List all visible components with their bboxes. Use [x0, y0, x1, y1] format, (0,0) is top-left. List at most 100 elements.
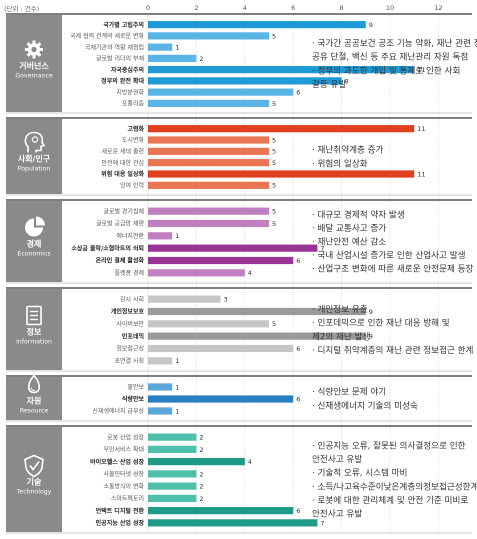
category-name: 거버넌스: [19, 61, 49, 71]
bar: [148, 519, 318, 527]
section-technology: 기술 Technology 로봇 산업 성장 2 무인서비스 확대 2 바이오헬스 산업 성…: [6, 425, 477, 534]
bar-label: 정보접근성: [116, 345, 144, 353]
category-name-en: Economics: [17, 251, 50, 258]
bar-label: 에너지전환: [116, 232, 144, 240]
bar: [148, 147, 269, 155]
category-name: 자원: [27, 396, 42, 406]
bar: [148, 395, 294, 403]
x-axis: 0 2 4 6 8 10 12: [146, 4, 443, 12]
note-line: · 신재생에너지 기술의 미성숙: [312, 400, 418, 411]
bar-label: 플랫폼 경제: [114, 269, 144, 277]
bar: [148, 232, 173, 240]
bar-value-label: 5: [272, 159, 276, 167]
category-name-en: Population: [18, 166, 51, 173]
bar-value-label: 5: [272, 148, 276, 156]
x-tick-label: 10: [386, 4, 394, 12]
x-tick-label: 12: [434, 4, 442, 12]
bar-label: 포퓰리즘: [122, 100, 145, 108]
section-governance: 거버넌스 Governance 국가별 고립주의 9 국제 협력 관계의 새로운 변화 5…: [6, 13, 477, 114]
bar-value-label: 4: [248, 269, 252, 277]
category-name-en: Governance: [15, 73, 53, 80]
category-block: [6, 119, 62, 194]
bar-label: 도시변화: [122, 136, 145, 144]
note-line: 공유 단절, 백신 등 주요 재난관리 자원 독점: [312, 51, 468, 63]
bar-label: 자국중심주의: [111, 66, 144, 74]
bar-value-label: 6: [296, 345, 300, 353]
bar-label: 잉여 인력: [120, 182, 144, 190]
bar-value-label: 8: [345, 77, 349, 85]
note-line: · 개인정보 유출: [312, 304, 368, 315]
bar-value-label: 11: [417, 125, 425, 133]
bar: [148, 43, 173, 51]
bar-label: 무인서비스 확대: [103, 446, 144, 454]
note-line: 안전사고 유발: [312, 509, 362, 520]
bar-label: 고령화: [127, 125, 144, 133]
bar-value-label: 11: [417, 170, 425, 178]
bar-label: 인공지능 산업 성장: [96, 519, 145, 527]
bar-label: 새로운 세대 출현: [102, 148, 144, 156]
category-name-en: Information: [16, 339, 52, 346]
section-economics: 경제 Economics 글로벌 경기침체 5 글로벌 공급망 재편 5 에너지전환 1 소상공…: [6, 199, 474, 284]
bar: [148, 383, 173, 391]
bar-label: 온라인 결제 활성화: [96, 257, 145, 265]
note-line: · 식량안보 문제 야기: [312, 386, 386, 398]
bar: [148, 159, 269, 167]
bar-value-label: 2: [199, 434, 203, 442]
bar-value-label: 5: [272, 136, 276, 144]
bar-value-label: 1: [175, 232, 179, 240]
bar-value-label: 5: [272, 100, 276, 108]
category-block: [6, 289, 62, 370]
bar-value-label: 2: [199, 55, 203, 63]
bar-label: 사이버보안: [116, 320, 144, 328]
note-line: · 산업구조 변화에 따른 새로운 안전문제 등장: [312, 264, 474, 275]
bar-value-label: 6: [296, 89, 300, 97]
bar-value-label: 4: [248, 458, 252, 466]
bar-label: 개인정보보호: [111, 308, 145, 316]
bar: [148, 332, 366, 340]
category-block: [6, 201, 62, 282]
note-line: 갈등 유발: [312, 79, 346, 90]
bar-value-label: 3: [224, 296, 228, 304]
note-line: · 디지털 취약계층의 재난 관련 정보접근 한계: [312, 344, 474, 356]
note-line: · 로봇에 대한 관리체계 및 안전 기준 미비로: [312, 494, 468, 506]
bar-value-label: 7: [320, 519, 324, 527]
bar-value-label: 7: [320, 245, 324, 253]
bar-label: 초연결 사회: [114, 357, 144, 365]
category-name: 기술: [27, 477, 42, 487]
bar-value-label: 5: [272, 32, 276, 40]
bar-value-label: 11: [417, 66, 425, 74]
shield-icon: [24, 454, 44, 478]
bar: [148, 219, 269, 228]
note-line: · 국가간 공공보건 공조 기능 약화, 재난 관련 정보: [312, 37, 477, 49]
category-block: [6, 377, 62, 420]
bar-label: 정부의 완전 확대: [101, 77, 144, 85]
bar-label: 물안보: [127, 383, 144, 391]
note-line: · 정부의 과도한 개입 및 통제로 인한 사회: [312, 64, 460, 76]
bar: [148, 207, 269, 215]
bar-value-label: 5: [272, 182, 276, 190]
category-name-en: Technology: [16, 489, 52, 496]
bar-value-label: 5: [272, 320, 276, 328]
note-line: · 국내 산업시설 증가로 인한 산업사고 발생: [312, 250, 466, 261]
note-line: · 배달 교통사고 증가: [312, 222, 386, 234]
bar: [148, 470, 197, 478]
category-block: [6, 427, 62, 532]
bar: [148, 494, 197, 502]
bar-value-label: 1: [175, 383, 179, 391]
bar: [148, 458, 245, 466]
gear-icon: [25, 40, 43, 59]
document-icon: [26, 305, 42, 326]
bar-label: 지방분권화: [116, 88, 144, 96]
bar-value-label: 2: [199, 495, 203, 503]
bar: [148, 136, 269, 144]
bar: [148, 344, 294, 353]
bar-label: 글로벌 경기침체: [103, 207, 144, 215]
bar-value-label: 1: [175, 357, 179, 365]
bar: [148, 433, 197, 441]
note-line: · 재난취약계층 증가: [312, 144, 384, 156]
note-line: · 재난안전 예산 감소: [312, 236, 386, 248]
drop-icon: [27, 374, 41, 394]
bar-value-label: 9: [369, 308, 373, 316]
bar-label: 국제 협력 관계의 새로운 변화: [70, 32, 144, 40]
